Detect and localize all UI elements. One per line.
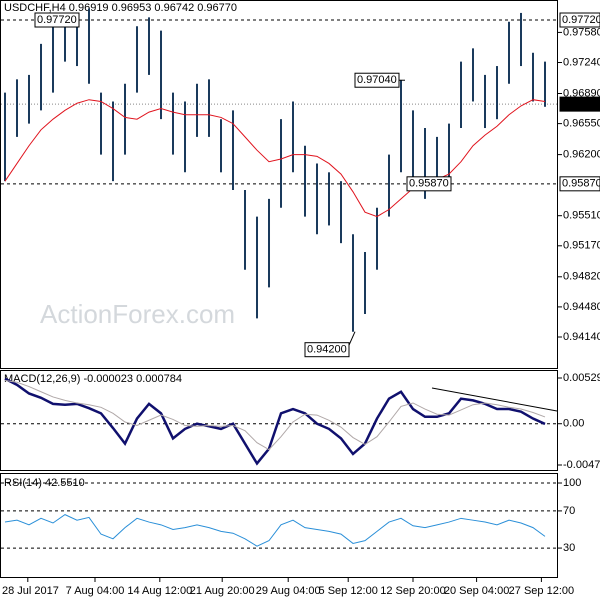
price-panel	[0, 0, 558, 369]
x-tick-label: 7 Aug 04:00	[66, 585, 125, 597]
watermark: ActionForex.com	[40, 299, 235, 329]
level-label: 0.95870	[562, 178, 600, 190]
rsi-line	[4, 514, 546, 547]
x-tick-label: 21 Aug 20:00	[190, 585, 255, 597]
annotation-label: 0.97720	[37, 14, 77, 26]
y-tick-label: 0.97240	[563, 56, 600, 68]
rsi-panel	[0, 473, 558, 578]
y-tick-label: 0.00	[563, 418, 584, 430]
annotation-label: 0.97040	[357, 74, 397, 86]
x-tick-label: 29 Aug 04:00	[256, 585, 321, 597]
y-tick-label: 70	[563, 505, 575, 517]
macd-line	[4, 377, 546, 466]
level-box	[559, 12, 600, 28]
y-tick-label: 100	[563, 477, 581, 489]
macd-line	[4, 380, 546, 451]
x-tick-label: 5 Sep 12:00	[319, 585, 378, 597]
y-tick-label: 0.96890	[563, 87, 600, 99]
x-tick-label: 14 Aug 12:00	[127, 585, 192, 597]
y-tick-label: 30	[563, 542, 575, 554]
y-tick-label: 0.96200	[563, 149, 600, 161]
price-header: USDCHF,H4 0.96919 0.96953 0.96742 0.9677…	[4, 2, 237, 14]
trend-line	[431, 387, 558, 412]
annotation-box	[354, 72, 400, 88]
x-tick-label: 20 Sep 04:00	[444, 585, 509, 597]
y-tick-label: 0.005291	[563, 372, 600, 384]
moving-average	[4, 99, 546, 218]
y-tick-label: 0.94140	[563, 331, 600, 343]
level-label: 0.97720	[562, 14, 600, 26]
annotation-label: 0.95870	[409, 178, 449, 190]
x-tick-label: 12 Sep 20:00	[380, 585, 445, 597]
level-label: 0.96770	[562, 98, 600, 110]
y-tick-label: 0.96550	[563, 118, 600, 130]
annotation-box	[406, 176, 452, 192]
y-tick-label: -0.004776	[563, 459, 600, 471]
annotation-label: 0.94200	[307, 344, 347, 356]
y-tick-label: 0.97580	[563, 26, 600, 38]
y-tick-label: 0.94820	[563, 271, 600, 283]
y-tick-label: 0.95510	[563, 210, 600, 222]
level-box	[559, 176, 600, 192]
macd-panel	[0, 370, 558, 471]
annotation-box	[304, 342, 350, 358]
annotation-box	[34, 12, 80, 28]
y-tick-label: 0.95170	[563, 240, 600, 252]
level-box	[559, 96, 600, 112]
x-tick-label: 28 Jul 2017	[2, 585, 59, 597]
x-tick-label: 27 Sep 12:00	[509, 585, 574, 597]
macd-header: MACD(12,26,9) -0.000023 0.000784	[4, 373, 182, 385]
y-tick-label: 0.94480	[563, 301, 600, 313]
